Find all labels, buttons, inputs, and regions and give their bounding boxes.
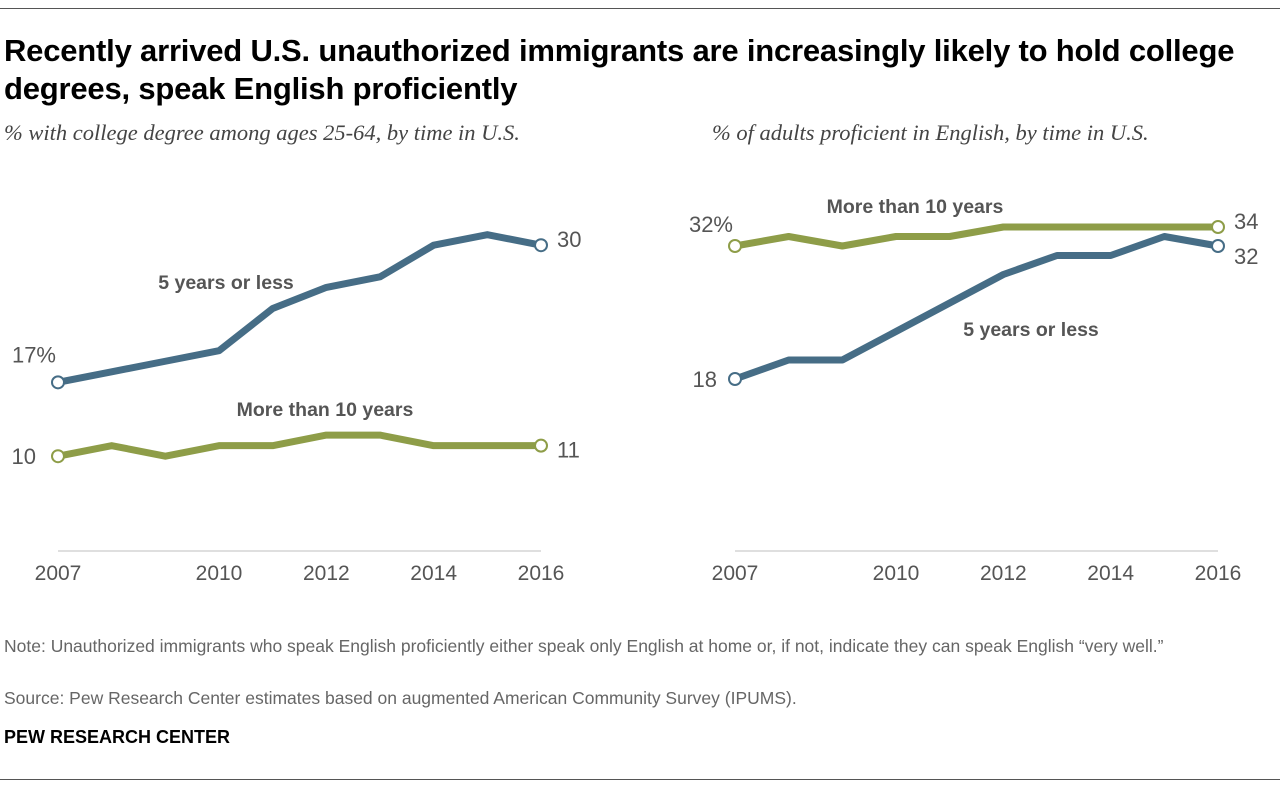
chart-panel-2: 2007 2010 2012 2014 2016 32% 34 More than 10 ye… [689,196,1259,585]
left-chart-subtitle: % with college degree among ages 25-64, … [4,120,520,145]
series-end-label: 34 [1234,209,1258,234]
x-tick-label: 2014 [1087,562,1134,585]
bottom-rule [0,779,1280,780]
x-tick-label: 2012 [303,562,350,585]
x-tick-label: 2016 [1195,562,1242,585]
series-line-5-years-or-less [54,231,545,386]
series-end-point [1211,220,1225,234]
series-start-point [728,372,742,386]
series-line-more-than-10-years [54,431,545,460]
series-name-label: 5 years or less [158,272,294,294]
x-tick-label: 2007 [712,562,759,585]
top-rule [0,8,1280,9]
series-start-label: 32% [689,212,733,237]
series-end-point [534,438,548,453]
series-end-label: 11 [557,438,580,463]
x-tick-label: 2014 [410,562,457,585]
series-end-label: 30 [557,227,581,252]
series-name-label: More than 10 years [827,196,1004,218]
series-start-point [51,449,65,464]
x-tick-label: 2010 [873,562,920,585]
chart-panel-1: 2007 2010 2012 2014 2016 17% 30 5 years or less… [12,227,582,585]
series-end-label: 32 [1234,244,1258,269]
series-name-label: 5 years or less [963,319,1099,341]
note-text: Note: Unauthorized immigrants who speak … [4,636,1164,656]
series-end-point [534,238,548,253]
series-start-label: 17% [12,342,56,367]
series-end-point [1211,239,1225,253]
series-start-label: 10 [12,444,36,469]
series-start-label: 18 [693,367,717,392]
right-chart-subtitle: % of adults proficient in English, by ti… [712,120,1149,145]
x-tick-label: 2007 [35,562,82,585]
x-tick-label: 2016 [518,562,565,585]
x-tick-label: 2010 [196,562,243,585]
chart-title: Recently arrived U.S. unauthorized immig… [4,33,1235,106]
series-name-label: More than 10 years [237,399,414,421]
series-start-point [728,239,742,253]
x-tick-label: 2012 [980,562,1027,585]
series-line-5-years-or-less [731,233,1222,383]
source-text: Source: Pew Research Center estimates ba… [4,688,797,708]
pew-logo-text: PEW RESEARCH CENTER [4,727,231,747]
series-start-point [51,375,65,390]
series-line-more-than-10-years [731,223,1222,250]
